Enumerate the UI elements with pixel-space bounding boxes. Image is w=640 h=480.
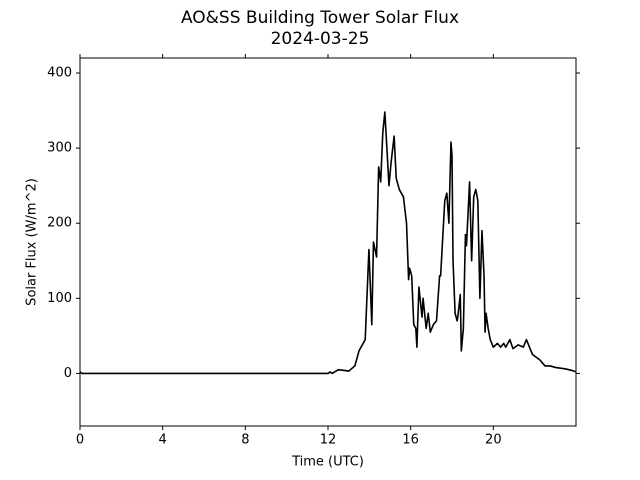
x-tick-label: 8 <box>241 433 249 448</box>
x-tick-label: 20 <box>485 433 502 448</box>
x-axis-label: Time (UTC) <box>291 455 364 470</box>
x-tick-label: 16 <box>402 433 419 448</box>
chart-subtitle: 2024-03-25 <box>271 29 370 49</box>
y-tick-label: 0 <box>64 366 72 381</box>
y-tick-label: 300 <box>47 141 72 156</box>
data-line <box>79 111 577 375</box>
y-tick-label: 400 <box>47 66 72 81</box>
y-tick-label: 200 <box>47 216 72 231</box>
y-axis-label: Solar Flux (W/m^2) <box>25 178 40 306</box>
x-tick-label: 4 <box>159 433 167 448</box>
y-tick-label: 100 <box>47 291 72 306</box>
chart-title: AO&SS Building Tower Solar Flux <box>181 8 459 28</box>
x-tick-label: 12 <box>320 433 337 448</box>
plot-frame <box>79 57 577 427</box>
x-tick-label: 0 <box>76 433 84 448</box>
